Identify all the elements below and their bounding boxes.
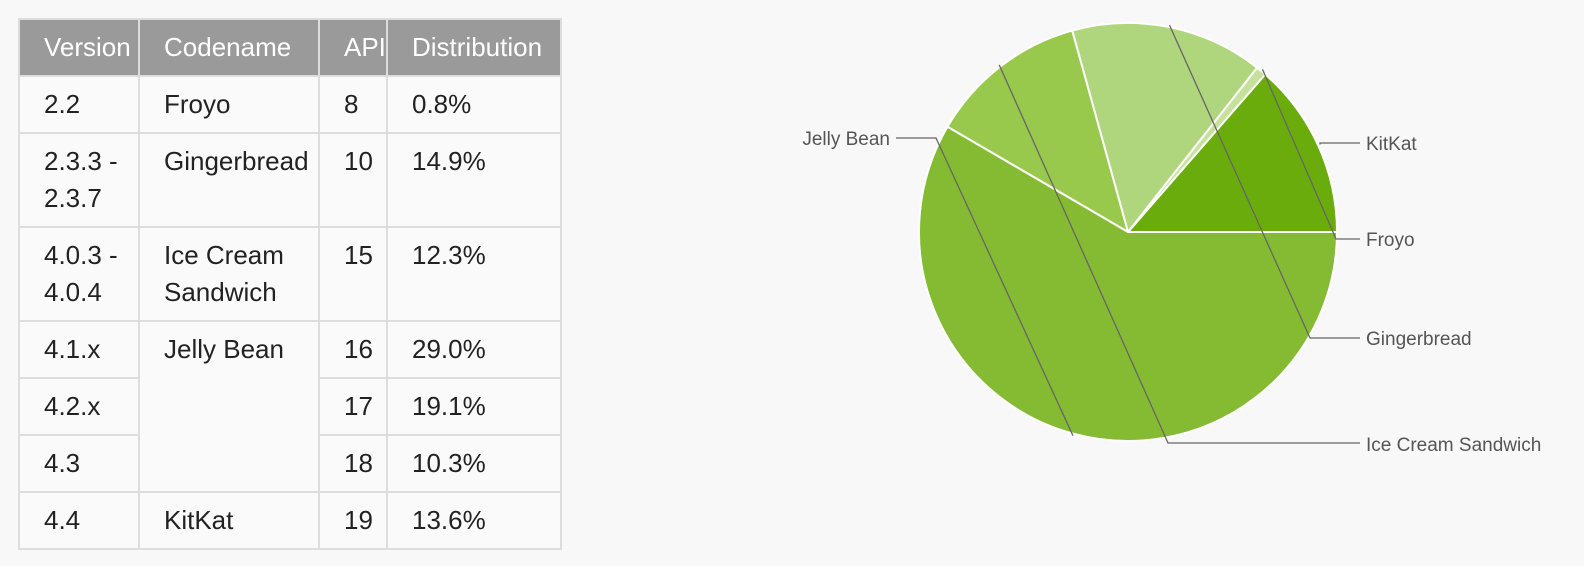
distribution-cell: 12.3%: [386, 226, 562, 322]
distribution-pie-chart: KitKat Froyo Gingerbread Ice Cream Sandwich…: [802, 22, 1541, 456]
header-version: Version: [18, 18, 140, 77]
version-link[interactable]: 4.1.x: [18, 320, 140, 379]
codename-cell: Gingerbread: [138, 132, 320, 228]
distribution-cell: 29.0%: [386, 320, 562, 379]
codename-cell: KitKat: [138, 491, 320, 550]
pie-slice-gingerbread: [1070, 22, 1259, 235]
version-link[interactable]: 4.2.x: [18, 377, 140, 436]
api-cell: 16: [318, 320, 388, 379]
version-link[interactable]: 2.3.3 - 2.3.7: [18, 132, 140, 228]
leader-line: [1319, 142, 1360, 145]
distribution-cell: 14.9%: [386, 132, 562, 228]
slice-label: Froyo: [1366, 230, 1415, 251]
distribution-cell: 13.6%: [386, 491, 562, 550]
header-codename: Codename: [138, 18, 320, 77]
table-row: 4.1.x Jelly Bean 16 29.0%: [18, 320, 562, 493]
table-row: 4.3 18 10.3%: [18, 434, 562, 493]
codename-cell: Jelly Bean: [138, 320, 320, 493]
table-row: 4.4 KitKat 19 13.6%: [18, 491, 562, 550]
api-cell: 8: [318, 75, 388, 134]
api-cell: 18: [318, 434, 388, 493]
table-row: 4.0.3 - 4.0.4 Ice Cream Sandwich 15 12.3…: [18, 226, 562, 322]
codename-cell: Froyo: [138, 75, 320, 134]
version-link[interactable]: 4.3: [18, 434, 140, 493]
distribution-cell: 0.8%: [386, 75, 562, 134]
slice-label: Gingerbread: [1366, 329, 1472, 350]
version-link[interactable]: 4.4: [18, 491, 140, 550]
pie-slice-kitkat: [1125, 72, 1339, 233]
api-cell: 17: [318, 377, 388, 436]
table-row: 2.3.3 - 2.3.7 Gingerbread 10 14.9%: [18, 132, 562, 228]
version-link[interactable]: 4.0.3 - 4.0.4: [18, 226, 140, 322]
distribution-table: Version Codename API Distribution 2.2 Fr…: [18, 18, 562, 550]
table-header-row: Version Codename API Distribution: [18, 18, 562, 77]
table-row: 2.2 Froyo 8 0.8%: [18, 75, 562, 134]
slice-label: Ice Cream Sandwich: [1366, 435, 1541, 456]
header-distribution: Distribution: [386, 18, 562, 77]
table-row: 4.2.x 17 19.1%: [18, 377, 562, 436]
api-cell: 15: [318, 226, 388, 322]
leader-line: [1261, 69, 1360, 240]
header-api: API: [318, 18, 388, 77]
leader-line: [896, 137, 1074, 436]
slice-label: Jelly Bean: [802, 129, 890, 150]
slice-label: KitKat: [1366, 134, 1417, 155]
leader-line: [1168, 24, 1360, 339]
api-cell: 10: [318, 132, 388, 228]
codename-cell: Ice Cream Sandwich: [138, 226, 320, 322]
api-cell: 19: [318, 491, 388, 550]
leader-line: [998, 64, 1360, 444]
pie-slice-jelly-bean: [918, 125, 1339, 442]
distribution-cell: 19.1%: [386, 377, 562, 436]
version-link[interactable]: 2.2: [18, 75, 140, 134]
distribution-cell: 10.3%: [386, 434, 562, 493]
